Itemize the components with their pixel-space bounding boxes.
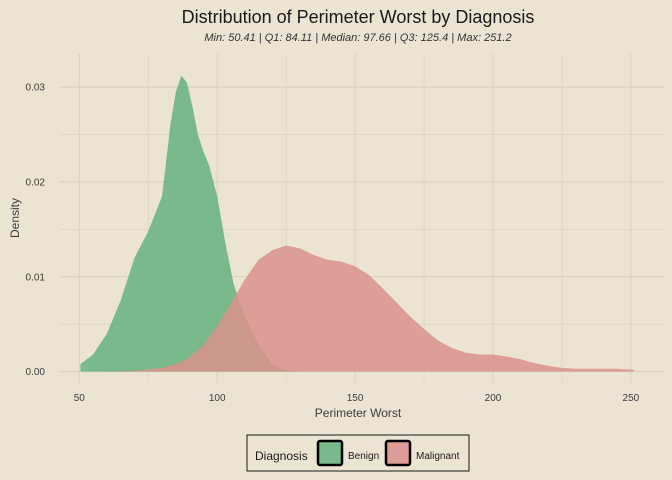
y-axis-ticks: 0.00 0.01 0.02 0.03 [26,83,46,378]
legend-label-benign: Benign [348,451,379,462]
y-tick-label: 0.02 [26,177,46,188]
chart-title: Distribution of Perimeter Worst by Diagn… [182,7,535,27]
x-tick-label: 50 [74,393,86,404]
y-axis-label: Density [8,198,22,238]
chart-subtitle: Min: 50.41 | Q1: 84.11 | Median: 97.66 |… [204,32,511,44]
x-axis-label: Perimeter Worst [315,406,402,420]
x-axis-ticks: 50 100 150 200 250 [74,393,640,404]
density-area-benign [80,75,300,372]
legend-label-malignant: Malignant [416,451,460,462]
y-tick-label: 0.03 [26,83,46,94]
x-tick-label: 250 [623,393,640,404]
legend: Diagnosis Benign Malignant [246,434,470,472]
legend-key-malignant [384,439,412,467]
density-areas [80,75,635,372]
x-tick-label: 100 [209,393,226,404]
x-tick-label: 150 [347,393,364,404]
x-tick-label: 200 [485,393,502,404]
legend-title: Diagnosis [255,449,308,463]
legend-box [246,434,470,472]
y-tick-label: 0.01 [26,272,46,283]
legend-key-benign [316,439,344,467]
y-tick-label: 0.00 [26,367,46,378]
density-area-malignant [106,245,635,372]
